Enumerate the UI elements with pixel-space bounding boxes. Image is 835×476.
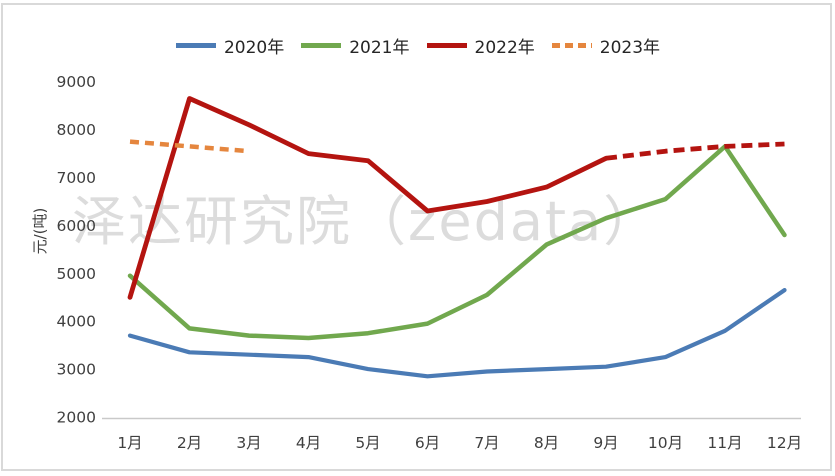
series-line-2023年 xyxy=(129,139,250,154)
x-tick-label-7月: 7月 xyxy=(474,434,499,452)
x-tick-label-11月: 11月 xyxy=(707,434,742,452)
series-line-2021年 xyxy=(127,144,787,341)
x-tick-label-8月: 8月 xyxy=(534,434,559,452)
legend: 2020年 2021年 2022年 2023年 xyxy=(0,33,835,58)
legend-label-2021年: 2021年 xyxy=(349,38,410,58)
legend-item-2021年: 2021年 xyxy=(300,33,410,58)
watermark: 泽达研究院（zedata） xyxy=(72,190,660,253)
legend-label-2022年: 2022年 xyxy=(474,38,535,58)
legend-line-sample-2020年 xyxy=(175,43,216,48)
legend-label-2023年: 2023年 xyxy=(599,38,661,58)
x-tick-label-9月: 9月 xyxy=(593,434,618,452)
legend-item-2020年: 2020年 xyxy=(175,33,284,58)
series-line-dashed-2022年 xyxy=(605,141,785,161)
y-tick-label-4000: 4000 xyxy=(57,313,96,331)
x-tick-label-12月: 12月 xyxy=(767,434,802,452)
legend-item-2022年: 2022年 xyxy=(426,33,535,58)
legend-item-2023年: 2023年 xyxy=(551,33,660,58)
y-tick-label-3000: 3000 xyxy=(57,361,96,379)
x-tick-label-2月: 2月 xyxy=(177,434,202,452)
y-tick-label-7000: 7000 xyxy=(57,169,96,187)
x-tick-label-6月: 6月 xyxy=(415,434,440,452)
legend-line-sample-2021年 xyxy=(301,43,342,48)
series-line-2020年 xyxy=(127,288,787,379)
y-tick-label-9000: 9000 xyxy=(57,73,96,91)
y-tick-label-5000: 5000 xyxy=(57,265,96,283)
x-tick-label-5月: 5月 xyxy=(355,434,380,452)
series-line-solid-2022年 xyxy=(127,96,609,300)
y-tick-label-8000: 8000 xyxy=(57,121,96,139)
x-tick-label-1月: 1月 xyxy=(117,434,142,452)
x-tick-label-3月: 3月 xyxy=(236,434,261,452)
legend-label-2020年: 2020年 xyxy=(223,38,285,58)
x-tick-label-10月: 10月 xyxy=(648,434,683,452)
y-tick-label-2000: 2000 xyxy=(57,409,96,427)
legend-line-sample-2022年 xyxy=(426,43,467,48)
x-tick-label-4月: 4月 xyxy=(296,434,321,452)
legend-line-sample-2023年 xyxy=(551,43,592,48)
y-tick-label-6000: 6000 xyxy=(57,217,96,235)
